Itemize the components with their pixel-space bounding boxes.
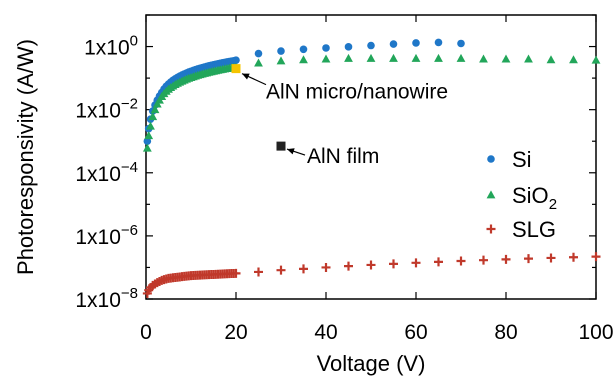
data-point [142,143,152,152]
data-point [367,41,375,50]
x-tick-label: 40 [314,321,337,344]
data-point [456,53,466,62]
legend-marker [486,190,496,199]
y-tick-label: 1x10−8 [75,285,138,312]
data-point [299,55,308,64]
legend-label: SiO2 [512,183,557,213]
data-point [389,40,398,48]
data-point [276,265,286,275]
data-point [434,53,443,62]
data-point [254,49,263,58]
data-point [546,253,556,263]
data-point [479,54,488,63]
data-point [412,39,420,47]
series-layer [142,38,601,298]
data-point [299,264,308,274]
data-point [389,53,398,62]
data-point [344,43,353,51]
data-point [150,105,160,114]
annotation-arrowhead [242,73,250,80]
data-point [231,268,241,278]
data-point [569,55,578,64]
y-tick-labels: 1x100 1x10−2 1x10−4 1x10−6 1x10−8 [75,33,138,312]
series-slg [142,252,601,298]
data-point [434,38,443,47]
data-point [148,112,158,121]
annotations: AlN micro/nanowire AlN film [231,64,448,168]
plot-frame [145,14,597,300]
series-si [143,38,465,146]
data-point [524,54,533,63]
data-point [254,267,263,277]
data-point [366,260,376,270]
y-tick-label: 1x10−2 [75,96,138,123]
annotation-point [231,64,241,74]
x-tick-label: 20 [224,321,247,344]
y-tick-label: 1x10−4 [75,159,138,186]
x-tick-label: 80 [494,321,517,344]
data-point [366,53,376,62]
data-point [143,137,152,146]
data-point [344,53,353,62]
x-tick-labels: 0 20 40 60 80 100 [140,321,613,344]
data-point [299,45,308,54]
x-tick-label: 60 [404,321,427,344]
series-sio [142,53,601,152]
data-point [277,47,285,55]
data-point [321,54,331,63]
data-point [569,252,578,262]
legend-label: SLG [512,217,556,242]
data-point [434,257,443,267]
data-point [591,252,601,262]
legend-label: Si [512,147,532,172]
annotation-arrowhead [287,148,295,155]
x-tick-label: 0 [140,321,152,344]
data-point [411,53,421,62]
data-point [144,131,154,140]
data-point [457,39,465,48]
y-tick-label: 1x10−6 [75,222,138,249]
data-point [456,256,466,266]
annotation-label-film: AlN film [307,145,379,168]
legend-marker [486,224,496,234]
data-point [591,55,601,64]
y-axis-title: Photoresponsivity (A/W) [13,39,38,275]
axis-ticks [145,14,597,300]
data-point [524,254,533,264]
x-tick-label: 100 [578,321,613,344]
annotation-point [276,141,286,151]
data-point [276,56,286,65]
data-point [479,255,488,265]
x-axis-title: Voltage (V) [317,351,426,376]
data-point [232,56,240,64]
data-point [501,254,511,264]
data-point [321,262,331,272]
data-point [254,58,263,67]
data-point [501,54,511,63]
legend: Si SiO2 SLG [486,147,557,242]
data-point [546,55,556,64]
data-point [344,261,353,271]
data-point [146,121,155,130]
annotation-label-nanowire: AlN micro/nanowire [266,81,448,104]
y-tick-label: 1x100 [84,33,138,60]
data-point [411,258,421,268]
legend-marker [487,155,495,163]
data-point [389,259,398,269]
data-point [322,44,330,52]
